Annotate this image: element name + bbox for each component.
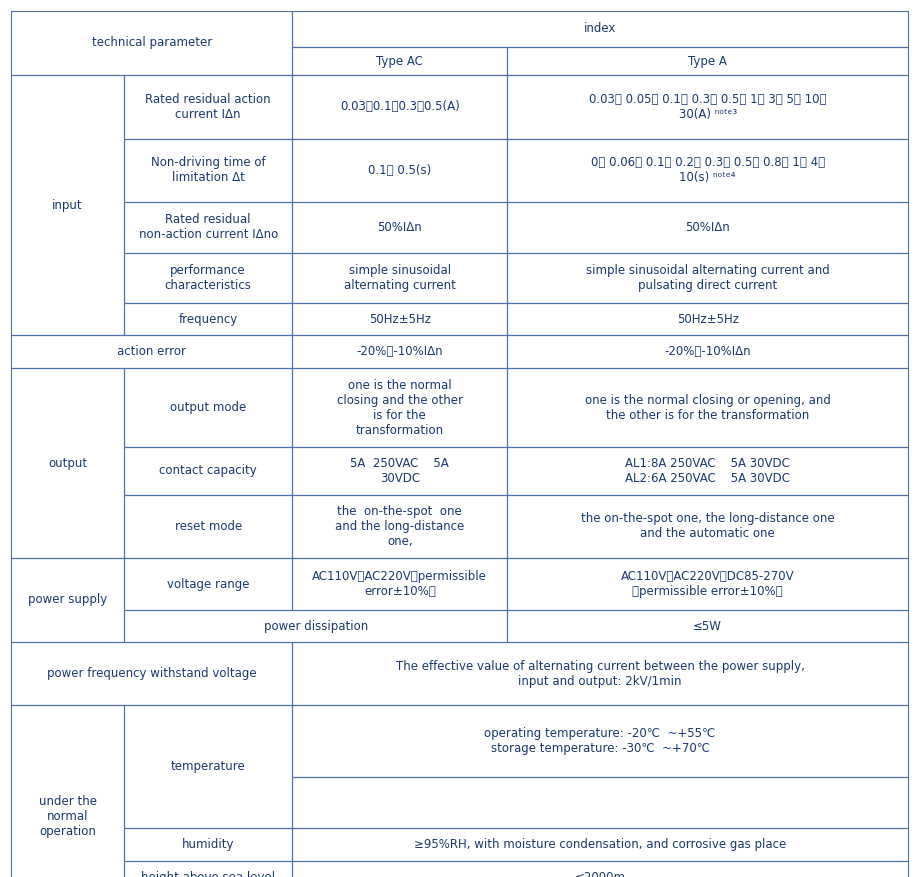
Bar bbox=[11, 558, 124, 642]
Bar bbox=[124, 705, 292, 828]
Bar bbox=[124, 202, 292, 253]
Bar bbox=[124, 495, 292, 558]
Bar bbox=[292, 495, 507, 558]
Text: power supply: power supply bbox=[28, 594, 108, 606]
Text: 0.03、0.1、0.3、0.5(A): 0.03、0.1、0.3、0.5(A) bbox=[340, 101, 460, 113]
Bar bbox=[292, 47, 507, 75]
Text: contact capacity: contact capacity bbox=[159, 465, 257, 477]
Bar bbox=[292, 202, 507, 253]
Text: The effective value of alternating current between the power supply,
input and o: The effective value of alternating curre… bbox=[396, 660, 804, 688]
Bar bbox=[124, 75, 292, 139]
Text: power dissipation: power dissipation bbox=[264, 620, 368, 632]
Bar bbox=[292, 861, 908, 877]
Text: temperature: temperature bbox=[171, 760, 245, 773]
Text: one is the normal
closing and the other
is for the
transformation: one is the normal closing and the other … bbox=[336, 379, 463, 437]
Text: 0.1、 0.5(s): 0.1、 0.5(s) bbox=[369, 164, 431, 176]
Text: Non-driving time of
limitation Δt: Non-driving time of limitation Δt bbox=[151, 156, 266, 184]
Bar bbox=[292, 11, 908, 47]
Bar bbox=[507, 335, 908, 368]
Text: AL1:8A 250VAC    5A 30VDC
AL2:6A 250VAC    5A 30VDC: AL1:8A 250VAC 5A 30VDC AL2:6A 250VAC 5A … bbox=[625, 457, 790, 485]
Text: 50%IΔn: 50%IΔn bbox=[378, 221, 422, 233]
Text: ≥95%RH, with moisture condensation, and corrosive gas place: ≥95%RH, with moisture condensation, and … bbox=[414, 838, 787, 851]
Text: ≤2000m: ≤2000m bbox=[574, 872, 626, 877]
Text: 50Hz±5Hz: 50Hz±5Hz bbox=[676, 313, 739, 325]
Bar bbox=[507, 253, 908, 303]
Bar bbox=[292, 75, 507, 139]
Text: 50Hz±5Hz: 50Hz±5Hz bbox=[369, 313, 431, 325]
Text: voltage range: voltage range bbox=[167, 578, 249, 590]
Bar bbox=[124, 253, 292, 303]
Text: simple sinusoidal
alternating current: simple sinusoidal alternating current bbox=[344, 264, 456, 292]
Bar bbox=[507, 368, 908, 447]
Text: 5A  250VAC    5A
30VDC: 5A 250VAC 5A 30VDC bbox=[350, 457, 449, 485]
Text: Type AC: Type AC bbox=[376, 55, 424, 68]
Bar bbox=[292, 335, 507, 368]
Bar bbox=[124, 861, 292, 877]
Text: -20%～-10%IΔn: -20%～-10%IΔn bbox=[357, 346, 443, 358]
Bar bbox=[11, 642, 292, 705]
Text: reset mode: reset mode bbox=[175, 520, 242, 532]
Bar bbox=[124, 610, 507, 642]
Bar bbox=[11, 368, 124, 558]
Text: height above sea level: height above sea level bbox=[142, 872, 275, 877]
Bar bbox=[124, 447, 292, 495]
Text: AC110V、AC220V、DC85-270V
（permissible error±10%）: AC110V、AC220V、DC85-270V （permissible err… bbox=[621, 570, 794, 598]
Bar bbox=[507, 558, 908, 610]
Text: Rated residual action
current IΔn: Rated residual action current IΔn bbox=[145, 93, 271, 121]
Bar bbox=[507, 47, 908, 75]
Bar bbox=[507, 202, 908, 253]
Text: Type A: Type A bbox=[688, 55, 727, 68]
Text: action error: action error bbox=[117, 346, 187, 358]
Bar bbox=[292, 705, 908, 777]
Bar bbox=[11, 335, 292, 368]
Text: ≤5W: ≤5W bbox=[693, 620, 722, 632]
Bar bbox=[292, 253, 507, 303]
Text: technical parameter: technical parameter bbox=[92, 37, 211, 49]
Bar bbox=[292, 303, 507, 335]
Text: 0.03、 0.05、 0.1、 0.3、 0.5、 1、 3、 5、 10、
30(A) ⁿᵒᵗᵉ³: 0.03、 0.05、 0.1、 0.3、 0.5、 1、 3、 5、 10、 … bbox=[589, 93, 826, 121]
Text: under the
normal
operation: under the normal operation bbox=[39, 795, 96, 838]
Bar bbox=[507, 495, 908, 558]
Bar bbox=[124, 828, 292, 861]
Text: simple sinusoidal alternating current and
pulsating direct current: simple sinusoidal alternating current an… bbox=[585, 264, 830, 292]
Text: index: index bbox=[584, 23, 617, 35]
Bar bbox=[124, 139, 292, 202]
Bar bbox=[124, 303, 292, 335]
Bar bbox=[11, 11, 292, 75]
Bar bbox=[124, 368, 292, 447]
Text: humidity: humidity bbox=[182, 838, 234, 851]
Bar bbox=[507, 610, 908, 642]
Bar bbox=[507, 447, 908, 495]
Bar bbox=[11, 75, 124, 335]
Bar bbox=[292, 777, 908, 828]
Text: the  on-the-spot  one
and the long-distance
one,: the on-the-spot one and the long-distanc… bbox=[335, 504, 464, 548]
Text: AC110V、AC220V（permissible
error±10%）: AC110V、AC220V（permissible error±10%） bbox=[312, 570, 487, 598]
Text: 50%IΔn: 50%IΔn bbox=[686, 221, 730, 233]
Bar bbox=[507, 75, 908, 139]
Bar bbox=[507, 303, 908, 335]
Text: output: output bbox=[48, 457, 87, 469]
Bar bbox=[292, 642, 908, 705]
Bar bbox=[124, 558, 292, 610]
Text: input: input bbox=[52, 199, 83, 211]
Text: Rated residual
non-action current IΔno: Rated residual non-action current IΔno bbox=[139, 213, 278, 241]
Bar bbox=[292, 447, 507, 495]
Bar bbox=[507, 139, 908, 202]
Text: performance
characteristics: performance characteristics bbox=[165, 264, 252, 292]
Text: frequency: frequency bbox=[178, 313, 238, 325]
Text: -20%～-10%IΔn: -20%～-10%IΔn bbox=[664, 346, 751, 358]
Bar bbox=[11, 705, 124, 877]
Bar bbox=[292, 139, 507, 202]
Text: one is the normal closing or opening, and
the other is for the transformation: one is the normal closing or opening, an… bbox=[584, 394, 831, 422]
Bar bbox=[292, 828, 908, 861]
Bar bbox=[292, 368, 507, 447]
Text: power frequency withstand voltage: power frequency withstand voltage bbox=[47, 667, 256, 680]
Text: the on-the-spot one, the long-distance one
and the automatic one: the on-the-spot one, the long-distance o… bbox=[581, 512, 834, 540]
Bar bbox=[292, 558, 507, 610]
Text: operating temperature: -20℃  ~+55℃
storage temperature: -30℃  ~+70℃: operating temperature: -20℃ ~+55℃ storag… bbox=[484, 727, 716, 755]
Text: 0、 0.06、 0.1、 0.2、 0.3、 0.5、 0.8、 1、 4、
10(s) ⁿᵒᵗᵉ⁴: 0、 0.06、 0.1、 0.2、 0.3、 0.5、 0.8、 1、 4、 … bbox=[591, 156, 824, 184]
Text: output mode: output mode bbox=[170, 402, 246, 414]
